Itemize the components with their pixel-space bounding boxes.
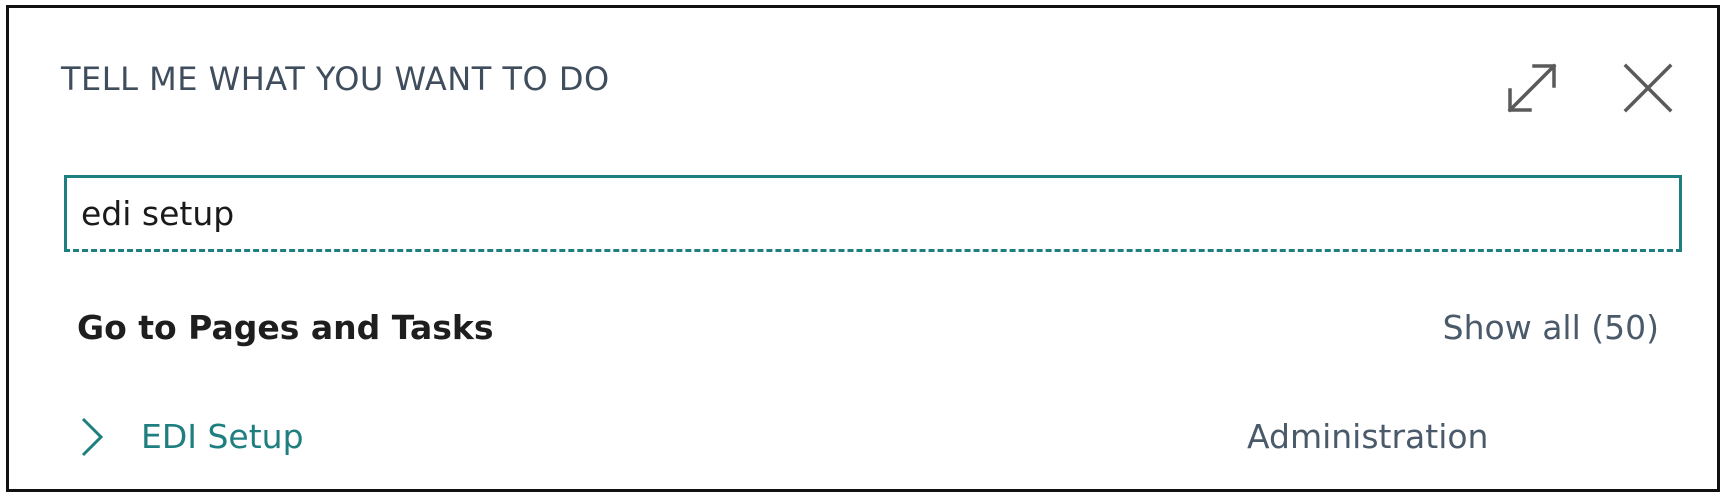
dialog-title: TELL ME WHAT YOU WANT TO DO [61, 60, 610, 98]
search-field[interactable] [64, 175, 1682, 252]
search-input[interactable] [67, 178, 1679, 249]
tell-me-dialog: TELL ME WHAT YOU WANT TO DO Go to Pages … [6, 5, 1720, 492]
close-button[interactable] [1613, 53, 1683, 123]
result-category: Administration [1247, 417, 1489, 456]
expand-icon [1507, 63, 1557, 113]
show-all-link[interactable]: Show all (50) [1442, 308, 1659, 347]
result-item-edi-setup[interactable]: EDI Setup Administration [69, 403, 1489, 473]
section-title-pages-and-tasks: Go to Pages and Tasks [77, 308, 494, 347]
chevron-right-icon [81, 417, 104, 457]
expand-button[interactable] [1497, 53, 1567, 123]
close-icon [1623, 63, 1673, 113]
result-label[interactable]: EDI Setup [141, 417, 304, 456]
